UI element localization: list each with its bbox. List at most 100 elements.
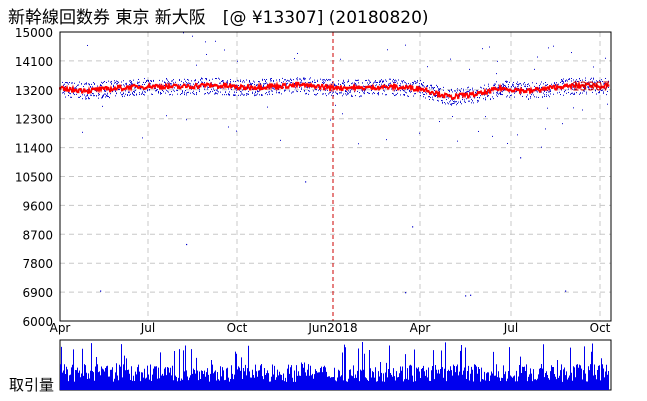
trade-point [563,82,564,84]
trade-point [139,81,140,83]
trade-point [87,89,88,91]
trade-point [546,94,547,96]
trade-point [254,83,255,85]
trade-point [280,84,281,86]
trade-point [230,82,231,84]
trade-point [236,130,237,132]
trade-point [397,92,398,94]
trade-point [484,84,485,86]
trade-point [326,78,327,80]
trade-point [531,94,532,96]
trade-point [132,92,133,94]
trade-point [579,77,580,79]
trade-point [498,86,499,88]
trade-point [270,78,271,80]
trade-point [304,90,305,92]
trade-point [112,91,113,93]
trade-point [341,92,342,94]
trade-point [419,91,420,93]
trade-point [142,91,143,93]
trade-point [228,126,229,128]
trade-point [238,94,239,96]
trade-point [337,93,338,95]
trade-point [287,82,288,84]
trade-point [138,82,139,84]
trade-point [336,85,337,87]
trade-point [199,87,200,89]
trade-point [173,89,174,91]
trade-point [401,80,402,82]
trade-point [536,90,537,92]
trade-point [572,92,573,94]
trade-point [452,103,453,105]
trade-point [247,87,248,89]
trade-point [285,79,286,81]
trade-point [125,83,126,85]
trade-point [252,91,253,93]
trade-point [413,83,414,85]
trade-point [431,87,432,89]
trade-point [461,103,462,105]
trade-point [488,92,489,94]
trade-point [296,90,297,92]
trade-point [182,91,183,93]
trade-point [134,94,135,96]
trade-point [423,96,424,98]
trade-point [126,82,127,84]
trade-point [207,88,208,90]
trade-point [289,90,290,92]
trade-point [271,80,272,82]
trade-point [501,85,502,87]
trade-point [467,90,468,92]
trade-point [393,93,394,95]
trade-point [602,89,603,91]
trade-point [235,88,236,90]
trade-point [183,82,184,84]
trade-point [261,94,262,96]
trade-point [297,91,298,93]
trade-point [429,96,430,98]
trade-point [405,44,406,46]
trade-point [452,99,453,101]
trade-point [147,89,148,91]
trade-point [228,88,229,90]
trade-point [285,89,286,91]
trade-point [167,79,168,81]
trade-point [123,92,124,94]
trade-point [496,92,497,94]
trade-point [71,96,72,98]
trade-point [608,86,609,88]
trade-point [590,81,591,83]
trade-point [180,94,181,96]
trade-point [509,81,510,83]
trade-point [434,87,435,89]
trade-point [263,83,264,85]
trade-point [299,78,300,80]
trade-point [256,85,257,87]
trade-point [607,90,608,92]
trade-point [265,81,266,83]
trade-point [457,140,458,142]
trade-point [215,92,216,94]
trade-point [354,91,355,93]
trade-point [448,89,449,91]
trade-point [205,41,206,43]
trade-point [86,98,87,100]
trade-point [517,83,518,85]
trade-point [157,89,158,91]
trade-point [412,84,413,86]
trade-point [111,80,112,82]
trade-point [63,91,64,93]
trade-point [449,91,450,93]
trade-point [544,90,545,92]
trade-point [324,79,325,81]
trade-point [379,84,380,86]
trade-point [383,80,384,82]
trade-point [509,92,510,94]
x-tick-label: Oct [590,321,611,335]
trade-point [144,78,145,80]
trade-point [365,80,366,82]
trade-point [331,90,332,92]
trade-point [235,81,236,83]
trade-point [225,91,226,93]
